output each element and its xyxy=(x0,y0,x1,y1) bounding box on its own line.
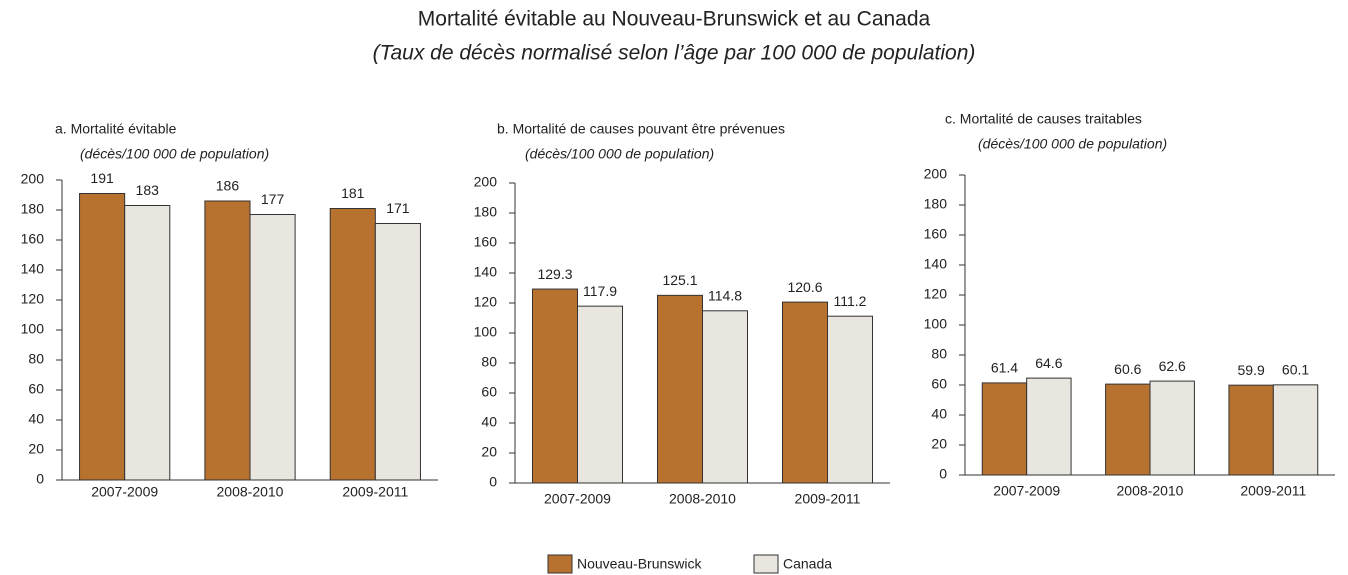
data-label: 60.1 xyxy=(1282,362,1309,378)
x-tick-label: 2007-2009 xyxy=(544,491,611,507)
data-label: 62.6 xyxy=(1159,358,1186,374)
legend-swatch xyxy=(753,554,779,574)
x-tick-label: 2008-2010 xyxy=(1117,483,1184,499)
data-label: 120.6 xyxy=(787,279,822,295)
bar xyxy=(329,208,376,481)
y-tick-label: 80 xyxy=(931,346,947,362)
y-tick-label: 140 xyxy=(21,261,45,277)
data-label: 60.6 xyxy=(1114,361,1141,377)
bar xyxy=(249,214,296,481)
y-tick-label: 20 xyxy=(931,436,947,452)
bar xyxy=(827,315,873,484)
chart-subtitle: (décès/100 000 de population) xyxy=(525,146,714,162)
data-label: 61.4 xyxy=(991,360,1018,376)
bar xyxy=(124,205,171,481)
y-tick-label: 0 xyxy=(36,471,44,487)
y-tick-label: 180 xyxy=(474,204,498,220)
y-tick-label: 40 xyxy=(931,406,947,422)
y-tick-label: 0 xyxy=(939,466,947,482)
y-tick-label: 80 xyxy=(28,351,44,367)
chart-title: c. Mortalité de causes traitables xyxy=(945,111,1142,127)
y-tick-label: 160 xyxy=(474,234,498,250)
y-tick-label: 40 xyxy=(28,411,44,427)
legend-label: Nouveau-Brunswick xyxy=(577,556,702,572)
y-tick-label: 100 xyxy=(474,324,498,340)
x-tick-label: 2009-2011 xyxy=(795,491,861,507)
y-tick-label: 60 xyxy=(931,376,947,392)
data-label: 114.8 xyxy=(708,288,742,304)
y-tick-label: 100 xyxy=(924,316,948,332)
data-label: 117.9 xyxy=(583,283,617,299)
y-tick-label: 20 xyxy=(481,444,497,460)
bar xyxy=(657,294,703,484)
y-tick-label: 20 xyxy=(28,441,44,457)
y-tick-label: 80 xyxy=(481,354,497,370)
page-subtitle: (Taux de décès normalisé selon l’âge par… xyxy=(373,42,976,65)
y-tick-label: 60 xyxy=(481,384,497,400)
y-tick-label: 40 xyxy=(481,414,497,430)
bar xyxy=(1105,383,1151,476)
bar xyxy=(702,310,748,484)
y-tick-label: 120 xyxy=(924,286,948,302)
bar xyxy=(1026,377,1072,476)
y-tick-label: 140 xyxy=(924,256,948,272)
bar xyxy=(1272,384,1319,476)
y-tick-label: 0 xyxy=(489,474,497,490)
legend-label: Canada xyxy=(783,556,832,572)
data-label: 186 xyxy=(216,178,240,194)
data-label: 129.3 xyxy=(537,266,572,282)
bar xyxy=(782,301,828,484)
bar xyxy=(577,305,623,484)
data-label: 177 xyxy=(261,191,285,207)
chart-subtitle: (décès/100 000 de population) xyxy=(978,136,1167,152)
bar xyxy=(204,200,251,481)
x-tick-label: 2008-2010 xyxy=(669,491,736,507)
bar xyxy=(981,382,1028,476)
y-tick-label: 160 xyxy=(924,226,948,242)
data-label: 59.9 xyxy=(1238,362,1265,378)
legend-swatch xyxy=(547,554,573,574)
x-tick-label: 2007-2009 xyxy=(91,484,158,500)
data-label: 183 xyxy=(136,182,160,198)
y-tick-label: 200 xyxy=(924,166,948,182)
x-tick-label: 2009-2011 xyxy=(342,484,408,500)
chart-subtitle: (décès/100 000 de population) xyxy=(80,146,269,162)
y-tick-label: 100 xyxy=(21,321,45,337)
y-tick-label: 180 xyxy=(21,201,45,217)
data-label: 191 xyxy=(90,170,114,186)
y-tick-label: 120 xyxy=(21,291,45,307)
bar xyxy=(1228,384,1274,476)
data-label: 64.6 xyxy=(1035,355,1062,371)
data-label: 171 xyxy=(386,200,410,216)
y-tick-label: 200 xyxy=(474,174,498,190)
chart-title: a. Mortalité évitable xyxy=(55,121,177,137)
bar xyxy=(1149,380,1195,476)
data-label: 125.1 xyxy=(662,272,697,288)
y-tick-label: 180 xyxy=(924,196,948,212)
bar xyxy=(374,223,421,481)
y-tick-label: 60 xyxy=(28,381,44,397)
y-tick-label: 140 xyxy=(474,264,498,280)
bar xyxy=(79,193,126,481)
x-tick-label: 2007-2009 xyxy=(993,483,1060,499)
y-tick-label: 200 xyxy=(21,171,45,187)
data-label: 111.2 xyxy=(834,293,867,309)
page-title: Mortalité évitable au Nouveau-Brunswick … xyxy=(418,8,931,31)
x-tick-label: 2009-2011 xyxy=(1240,483,1306,499)
chart-title: b. Mortalité de causes pouvant être prév… xyxy=(497,121,785,137)
bar xyxy=(532,288,578,484)
x-tick-label: 2008-2010 xyxy=(217,484,284,500)
y-tick-label: 120 xyxy=(474,294,498,310)
data-label: 181 xyxy=(341,185,365,201)
y-tick-label: 160 xyxy=(21,231,45,247)
